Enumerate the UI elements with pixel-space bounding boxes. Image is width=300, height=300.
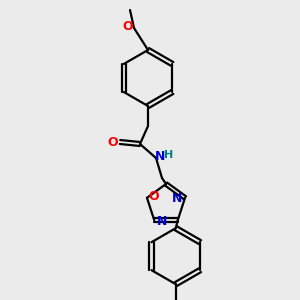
Text: N: N [155, 151, 165, 164]
Text: N: N [172, 192, 182, 205]
Text: O: O [149, 190, 159, 203]
Text: H: H [164, 150, 174, 160]
Text: O: O [123, 20, 133, 32]
Text: O: O [108, 136, 118, 148]
Text: N: N [157, 215, 167, 228]
